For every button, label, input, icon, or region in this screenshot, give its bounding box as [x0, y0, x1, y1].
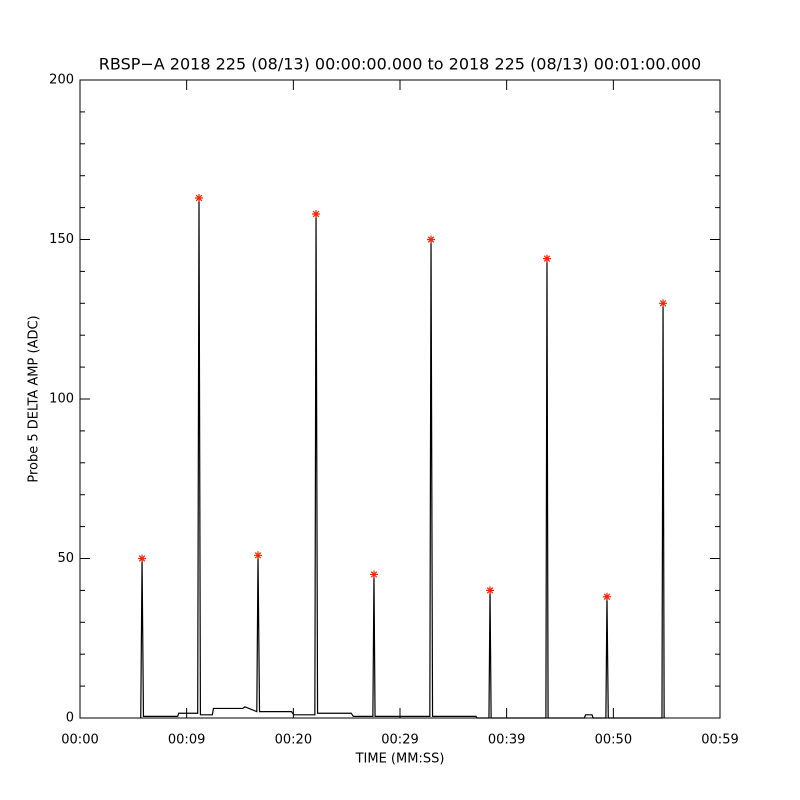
y-tick-label: 200: [49, 73, 74, 88]
plot-frame: [79, 79, 721, 719]
peak-marker: [312, 209, 321, 218]
y-tick-label: 0: [66, 711, 74, 726]
data-line: [140, 198, 665, 719]
y-tick-label: 100: [49, 392, 74, 407]
x-tick-label: 00:09: [168, 733, 205, 748]
peak-marker: [602, 592, 611, 601]
x-tick-label: 00:20: [275, 733, 312, 748]
x-tick-label: 00:29: [381, 733, 418, 748]
peak-marker: [194, 194, 203, 203]
peak-marker: [369, 570, 378, 579]
y-tick-label: 50: [57, 551, 74, 566]
peak-marker: [542, 254, 551, 263]
peak-marker: [254, 551, 263, 560]
x-axis-label: TIME (MM:SS): [355, 752, 445, 767]
peak-marker: [427, 235, 436, 244]
x-tick-label: 00:39: [488, 733, 525, 748]
peak-marker: [486, 586, 495, 595]
y-axis-label: Probe 5 DELTA AMP (ADC): [27, 315, 42, 482]
y-tick-label: 150: [49, 232, 74, 247]
peak-marker: [138, 554, 147, 563]
x-tick-label: 00:50: [595, 733, 632, 748]
chart-title: RBSP−A 2018 225 (08/13) 00:00:00.000 to …: [99, 55, 701, 74]
x-tick-label: 00:59: [701, 733, 738, 748]
x-tick-label: 00:00: [61, 733, 98, 748]
peak-marker: [659, 299, 668, 308]
